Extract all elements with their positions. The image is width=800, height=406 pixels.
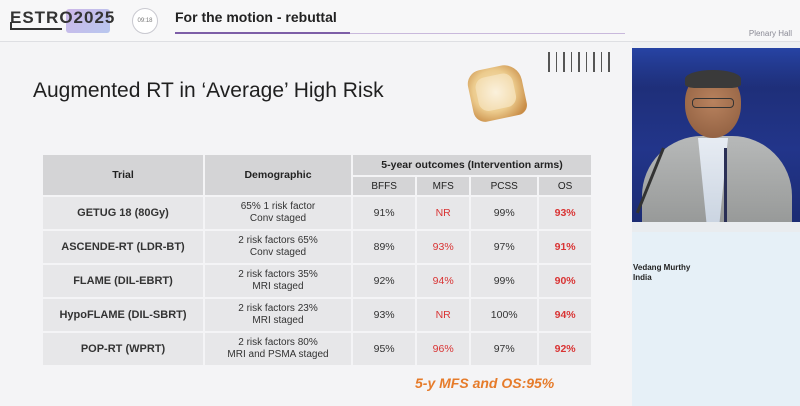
demographic-line-1: 2 risk factors 80% — [238, 337, 318, 348]
trial-name: GETUG 18 (80Gy) — [41, 195, 205, 231]
bffs-value: 89% — [350, 229, 418, 265]
pcss-value: 97% — [469, 229, 540, 265]
header-pcss: PCSS — [469, 175, 540, 197]
session-title: For the motion - rebuttal — [175, 9, 337, 25]
logo-accent-shape — [66, 9, 110, 33]
os-value: 92% — [537, 331, 593, 367]
progress-track — [175, 33, 625, 34]
pcss-value: 97% — [469, 331, 540, 367]
speaker-video — [632, 48, 800, 232]
slide-footnote: 5-y MFS and OS:95% — [415, 375, 555, 391]
pcss-value: 100% — [469, 297, 540, 333]
os-value: 93% — [537, 195, 593, 231]
location-label: Plenary Hall — [748, 29, 792, 38]
demographic-line-1: 2 risk factors 35% — [238, 269, 318, 280]
header-mfs: MFS — [415, 175, 472, 197]
demographic-line-2: Conv staged — [249, 213, 307, 224]
demographic-line-2: MRI staged — [252, 315, 304, 326]
speaker-name: Vedang Murthy — [633, 263, 691, 272]
table-row: FLAME (DIL-EBRT) 2 risk factors 35% MRI s… — [41, 263, 593, 299]
mfs-value: NR — [415, 195, 472, 231]
podium-edge — [632, 222, 800, 232]
toast-bread-image — [465, 61, 529, 125]
trial-name: ASCENDE-RT (LDR-BT) — [41, 229, 205, 265]
logo-underline — [10, 28, 62, 30]
header-bffs: BFFS — [350, 175, 418, 197]
demographic-line-1: 65% 1 risk factor — [240, 201, 316, 212]
demographic-cell: 2 risk factors 23% MRI staged — [203, 297, 353, 333]
table-row: ASCENDE-RT (LDR-BT) 2 risk factors 65% Co… — [41, 229, 593, 265]
bffs-value: 95% — [350, 331, 418, 367]
estro-logo: ESTRO2025 — [8, 6, 114, 34]
barcode-decoration — [548, 52, 610, 72]
mfs-value: NR — [415, 297, 472, 333]
demographic-line-1: 2 risk factors 23% — [238, 303, 318, 314]
logo-text: ESTRO2025 — [10, 8, 116, 27]
mfs-value: 94% — [415, 263, 472, 299]
trial-name: FLAME (DIL-EBRT) — [41, 263, 205, 299]
presentation-slide: Augmented RT in ‘Average’ High Risk Tria… — [0, 42, 632, 406]
demographic-line-1: 2 risk factors 65% — [238, 235, 318, 246]
session-timer: 09:18 — [132, 8, 158, 34]
os-value: 90% — [537, 263, 593, 299]
speaker-country: India — [633, 273, 652, 282]
pcss-value: 99% — [469, 263, 540, 299]
header-trial: Trial — [41, 153, 205, 197]
demographic-line-2: MRI and PSMA staged — [227, 349, 329, 360]
demographic-cell: 2 risk factors 80% MRI and PSMA staged — [203, 331, 353, 367]
lanyard — [724, 148, 727, 228]
trial-name: POP-RT (WPRT) — [41, 331, 205, 367]
top-bar: ESTRO2025 09:18 For the motion - rebutta… — [0, 0, 800, 42]
header-os: OS — [537, 175, 593, 197]
demographic-line-2: Conv staged — [249, 247, 307, 258]
demographic-cell: 2 risk factors 35% MRI staged — [203, 263, 353, 299]
trial-name: HypoFLAME (DIL-SBRT) — [41, 297, 205, 333]
demographic-line-2: MRI staged — [252, 281, 304, 292]
glasses — [692, 98, 734, 108]
os-value: 91% — [537, 229, 593, 265]
bffs-value: 93% — [350, 297, 418, 333]
speaker-caption-panel — [632, 232, 800, 406]
pcss-value: 99% — [469, 195, 540, 231]
trial-outcomes-table: Trial Demographic 5-year outcomes (Inter… — [41, 153, 593, 367]
demographic-cell: 2 risk factors 65% Conv staged — [203, 229, 353, 265]
mfs-value: 96% — [415, 331, 472, 367]
mfs-value: 93% — [415, 229, 472, 265]
header-demographic: Demographic — [203, 153, 353, 197]
logo-tick — [10, 22, 12, 30]
progress-fill — [175, 32, 350, 34]
table-row: GETUG 18 (80Gy) 65% 1 risk factor Conv st… — [41, 195, 593, 231]
demographic-cell: 65% 1 risk factor Conv staged — [203, 195, 353, 231]
speaker-hair — [685, 70, 741, 88]
table-row: HypoFLAME (DIL-SBRT) 2 risk factors 23% M… — [41, 297, 593, 333]
slide-title: Augmented RT in ‘Average’ High Risk — [33, 79, 384, 102]
bffs-value: 91% — [350, 195, 418, 231]
header-outcomes: 5-year outcomes (Intervention arms) — [351, 153, 593, 177]
os-value: 94% — [537, 297, 593, 333]
table-row: POP-RT (WPRT) 2 risk factors 80% MRI and … — [41, 331, 593, 367]
bffs-value: 92% — [350, 263, 418, 299]
